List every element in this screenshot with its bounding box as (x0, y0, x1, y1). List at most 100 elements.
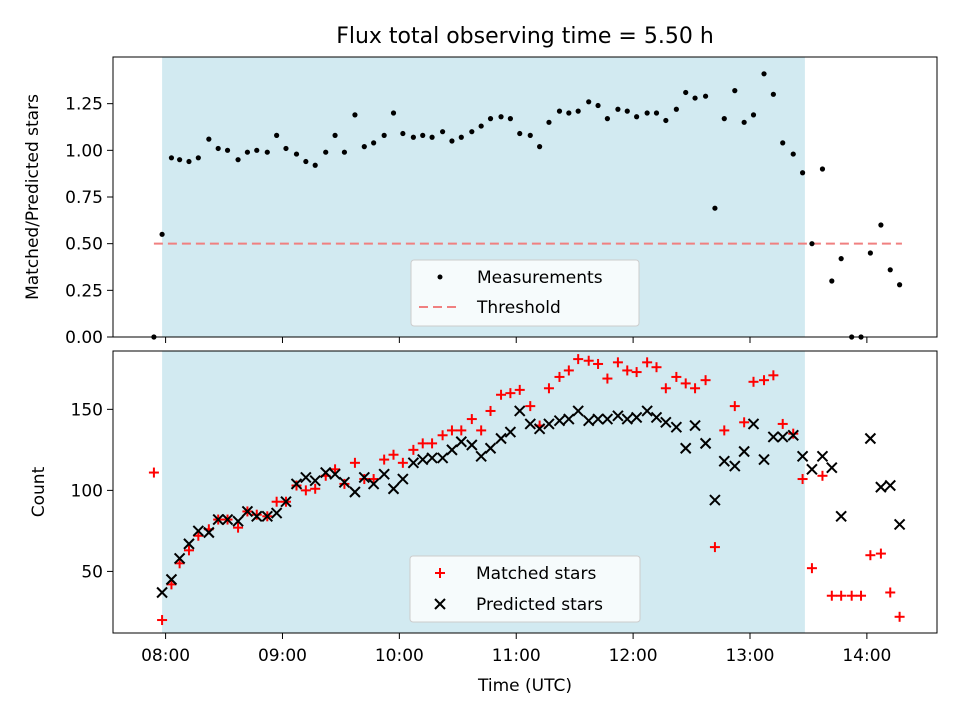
predicted-point (680, 442, 692, 454)
predicted-point (329, 468, 341, 480)
measurement-point (575, 108, 581, 114)
y-tick-label: 100 (71, 481, 103, 501)
measurement-point (537, 144, 543, 150)
matched-point (408, 444, 419, 455)
matched-point (174, 558, 185, 569)
predicted-point (270, 507, 283, 519)
predicted-point (864, 432, 877, 445)
predicted-point (796, 450, 809, 463)
matched-point (709, 542, 720, 553)
measurement-point (556, 108, 563, 114)
measurement-point (527, 132, 533, 138)
matched-point (739, 417, 750, 428)
matched-point (543, 383, 554, 394)
measurement-point (507, 116, 513, 122)
matched-point (427, 438, 438, 449)
measurement-point (449, 138, 455, 144)
predicted-point (612, 410, 624, 422)
legend-matched-label: Matched stars (476, 564, 596, 584)
predicted-point (367, 478, 380, 490)
legend-cross-glyph (434, 598, 446, 610)
predicted-point (192, 525, 205, 537)
predicted-point (514, 405, 526, 417)
predicted-point (475, 450, 487, 463)
matched-point (856, 590, 867, 601)
matched-point (583, 355, 594, 366)
legend-matched-marker (435, 568, 445, 578)
predicted-point (495, 432, 507, 445)
matched-point (846, 590, 857, 601)
measurements-series (151, 71, 903, 340)
predicted-point (738, 445, 750, 458)
matched-point (554, 371, 565, 382)
measurement-point (264, 149, 270, 155)
matched-point (680, 378, 691, 389)
matched-point (729, 401, 740, 412)
predicted-point (601, 413, 614, 425)
measurement-point (478, 123, 484, 129)
predicted-point (777, 431, 789, 443)
measurement-point (303, 158, 309, 165)
y-tick-label: 0.50 (65, 235, 103, 255)
matched-point (719, 425, 730, 436)
x-tick-label: 12:00 (609, 646, 658, 666)
predicted-point (729, 460, 741, 472)
measurement-point (323, 149, 329, 155)
matched-point (397, 457, 408, 468)
matched-point (622, 365, 633, 376)
measurement-point (770, 91, 776, 97)
matched-point (826, 590, 837, 601)
measurement-point (440, 129, 446, 135)
measurement-point (683, 89, 689, 96)
matched-point (836, 590, 847, 601)
predicted-point (641, 405, 653, 417)
predicted-point (621, 413, 633, 425)
x-tick-label: 08:00 (141, 646, 190, 666)
matched-point (157, 615, 168, 626)
bottom-panel: 50 100 150 08:00 09:00 10:00 11:00 12:00 13:00 1… (29, 350, 938, 696)
matched-point (456, 425, 467, 436)
predicted-point (884, 479, 896, 492)
measurement-point (498, 114, 504, 120)
legend-threshold-label: Threshold (476, 298, 561, 318)
matched-point (514, 384, 525, 395)
measurement-point (177, 157, 183, 163)
matched-point (671, 371, 682, 382)
matched-point (817, 470, 828, 481)
bottom-legend-box (409, 555, 641, 623)
top-y-ticks: 0.00 0.25 0.50 0.75 1.00 1.25 (65, 95, 113, 348)
measurement-point (634, 114, 640, 120)
legend-measurements-marker (437, 274, 443, 280)
predicted-point (358, 471, 370, 484)
matched-point (573, 354, 584, 365)
predicted-point (484, 442, 497, 454)
matched-point (485, 405, 496, 416)
top-legend: Measurements Threshold (410, 259, 640, 327)
matched-point (379, 454, 390, 465)
chart-title: Flux total observing time = 5.50 h (336, 24, 714, 49)
measurement-point (159, 231, 165, 237)
matched-point (642, 357, 653, 368)
matched-point (885, 587, 896, 598)
matched-point (651, 362, 662, 373)
predicted-point (689, 419, 701, 432)
matched-point (291, 480, 302, 491)
predicted-point (650, 411, 663, 424)
matched-point (631, 367, 642, 378)
measurement-point (400, 130, 406, 137)
measurement-point (420, 132, 426, 138)
predicted-point (338, 476, 351, 488)
x-tick-label: 14:00 (842, 646, 891, 666)
legend-plus-glyph (435, 568, 445, 578)
measurement-point (663, 117, 669, 124)
predicted-point (504, 426, 517, 438)
predicted-point (563, 413, 575, 425)
y-tick-label: 50 (81, 562, 103, 582)
predicted-point (660, 416, 672, 429)
predicted-point (747, 418, 760, 430)
predicted-point (455, 436, 468, 448)
matched-point (183, 545, 194, 556)
measurement-point (829, 278, 835, 284)
predicted-point (630, 411, 643, 424)
measurement-point (546, 119, 552, 125)
